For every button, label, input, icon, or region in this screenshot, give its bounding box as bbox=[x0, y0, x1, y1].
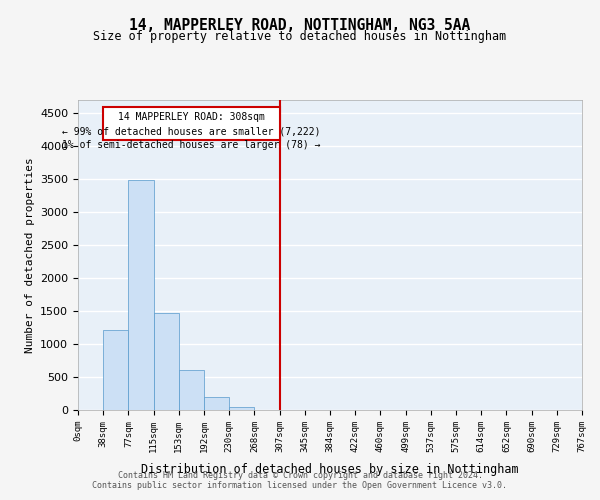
Text: 14, MAPPERLEY ROAD, NOTTINGHAM, NG3 5AA: 14, MAPPERLEY ROAD, NOTTINGHAM, NG3 5AA bbox=[130, 18, 470, 32]
Bar bbox=[154, 313, 179, 410]
Bar bbox=[204, 397, 229, 410]
X-axis label: Distribution of detached houses by size in Nottingham: Distribution of detached houses by size … bbox=[141, 463, 519, 476]
Text: 14 MAPPERLEY ROAD: 308sqm: 14 MAPPERLEY ROAD: 308sqm bbox=[118, 112, 265, 122]
Y-axis label: Number of detached properties: Number of detached properties bbox=[25, 157, 35, 353]
Text: ← 99% of detached houses are smaller (7,222): ← 99% of detached houses are smaller (7,… bbox=[62, 126, 320, 136]
Bar bbox=[103, 330, 128, 410]
FancyBboxPatch shape bbox=[103, 106, 280, 140]
Bar bbox=[128, 180, 154, 410]
Text: 1% of semi-detached houses are larger (78) →: 1% of semi-detached houses are larger (7… bbox=[62, 140, 320, 150]
Text: Contains HM Land Registry data © Crown copyright and database right 2024.
Contai: Contains HM Land Registry data © Crown c… bbox=[92, 470, 508, 490]
Text: Size of property relative to detached houses in Nottingham: Size of property relative to detached ho… bbox=[94, 30, 506, 43]
Bar bbox=[229, 406, 254, 410]
Bar bbox=[179, 370, 204, 410]
